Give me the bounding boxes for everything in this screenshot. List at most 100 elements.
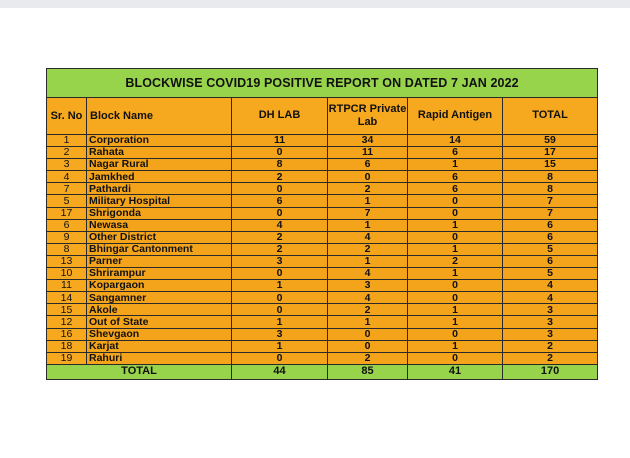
cell-rapid-antigen: 0 bbox=[407, 206, 503, 220]
cell-block-name: Out of State bbox=[86, 315, 232, 329]
cell-rapid-antigen: 1 bbox=[407, 242, 503, 256]
cell-rapid-antigen: 6 bbox=[407, 182, 503, 196]
cell-total: 3 bbox=[501, 327, 599, 341]
cell-total: 8 bbox=[501, 170, 599, 184]
cell-block-name: Bhingar Cantonment bbox=[86, 242, 232, 256]
cell-rtpcr: 34 bbox=[327, 133, 408, 148]
cell-rapid-antigen: 1 bbox=[407, 339, 503, 353]
cell-sr-no: 17 bbox=[46, 206, 87, 220]
cell-block-name: Rahata bbox=[86, 146, 232, 160]
cell-sr-no: 7 bbox=[46, 182, 87, 196]
cell-total: 3 bbox=[501, 315, 599, 329]
header-total: TOTAL bbox=[501, 97, 599, 135]
header-sr-no: Sr. No bbox=[46, 97, 87, 135]
cell-block-name: Newasa bbox=[86, 218, 232, 232]
table-row: 14 Sangamner 0 4 0 4 bbox=[46, 291, 599, 305]
cell-dh-lab: 0 bbox=[231, 206, 328, 220]
table-row: 19 Rahuri 0 2 0 2 bbox=[46, 351, 599, 365]
cell-sr-no: 5 bbox=[46, 194, 87, 208]
cell-dh-lab: 0 bbox=[231, 267, 328, 281]
cell-rapid-antigen: 0 bbox=[407, 230, 503, 244]
report-sheet: BLOCKWISE COVID19 POSITIVE REPORT ON DAT… bbox=[45, 68, 599, 380]
table-row: 15 Akole 0 2 1 3 bbox=[46, 303, 599, 317]
cell-rtpcr: 0 bbox=[327, 327, 408, 341]
table-row: 16 Shevgaon 3 0 0 3 bbox=[46, 327, 599, 341]
cell-rtpcr: 4 bbox=[327, 291, 408, 305]
cell-total: 8 bbox=[501, 182, 599, 196]
total-row: TOTAL 44 85 41 170 bbox=[46, 363, 599, 380]
header-row: Sr. No Block Name DH LAB RTPCR Private L… bbox=[46, 97, 599, 135]
cell-dh-lab: 1 bbox=[231, 339, 328, 353]
header-dh-lab: DH LAB bbox=[231, 97, 328, 135]
cell-rtpcr: 1 bbox=[327, 194, 408, 208]
cell-rtpcr: 1 bbox=[327, 315, 408, 329]
cell-sr-no: 11 bbox=[46, 279, 87, 293]
table-row: 8 Bhingar Cantonment 2 2 1 5 bbox=[46, 242, 599, 256]
cell-rapid-antigen: 0 bbox=[407, 279, 503, 293]
table-row: 11 Kopargaon 1 3 0 4 bbox=[46, 279, 599, 293]
cell-dh-lab: 3 bbox=[231, 327, 328, 341]
cell-total: 3 bbox=[501, 303, 599, 317]
cell-rapid-antigen: 14 bbox=[407, 133, 503, 148]
cell-total: 5 bbox=[501, 242, 599, 256]
cell-rtpcr: 2 bbox=[327, 242, 408, 256]
cell-block-name: Parner bbox=[86, 254, 232, 269]
cell-dh-lab: 2 bbox=[231, 230, 328, 244]
cell-block-name: Kopargaon bbox=[86, 279, 232, 293]
cell-dh-lab: 0 bbox=[231, 303, 328, 317]
cell-rtpcr: 4 bbox=[327, 267, 408, 281]
cell-rapid-antigen: 0 bbox=[407, 194, 503, 208]
cell-sr-no: 6 bbox=[46, 218, 87, 232]
cell-dh-lab: 1 bbox=[231, 315, 328, 329]
cell-rtpcr: 0 bbox=[327, 339, 408, 353]
cell-rapid-antigen: 0 bbox=[407, 351, 503, 365]
cell-block-name: Shrirampur bbox=[86, 267, 232, 281]
cell-dh-lab: 0 bbox=[231, 182, 328, 196]
header-rtpcr: RTPCR Private Lab bbox=[327, 97, 408, 135]
cell-total: 2 bbox=[501, 351, 599, 365]
covid-report-table: BLOCKWISE COVID19 POSITIVE REPORT ON DAT… bbox=[45, 68, 599, 380]
table-row: 18 Karjat 1 0 1 2 bbox=[46, 339, 599, 353]
cell-block-name: Sangamner bbox=[86, 291, 232, 305]
table-row: 2 Rahata 0 11 6 17 bbox=[46, 146, 599, 160]
cell-rapid-antigen: 0 bbox=[407, 291, 503, 305]
cell-rapid-antigen: 2 bbox=[407, 254, 503, 269]
cell-total: 7 bbox=[501, 206, 599, 220]
cell-total: 6 bbox=[501, 230, 599, 244]
cell-block-name: Rahuri bbox=[86, 351, 232, 365]
cell-rapid-antigen: 1 bbox=[407, 303, 503, 317]
cell-total: 6 bbox=[501, 218, 599, 232]
cell-rapid-antigen: 1 bbox=[407, 158, 503, 172]
cell-sr-no: 3 bbox=[46, 158, 87, 172]
cell-block-name: Shevgaon bbox=[86, 327, 232, 341]
cell-total: 7 bbox=[501, 194, 599, 208]
cell-dh-lab: 1 bbox=[231, 279, 328, 293]
cell-rapid-antigen: 0 bbox=[407, 327, 503, 341]
cell-sr-no: 16 bbox=[46, 327, 87, 341]
table-row: 10 Shrirampur 0 4 1 5 bbox=[46, 267, 599, 281]
cell-sr-no: 10 bbox=[46, 267, 87, 281]
header-block-name: Block Name bbox=[86, 97, 232, 135]
table-row: 9 Other District 2 4 0 6 bbox=[46, 230, 599, 244]
report-title: BLOCKWISE COVID19 POSITIVE REPORT ON DAT… bbox=[45, 68, 599, 98]
cell-dh-lab: 0 bbox=[231, 146, 328, 160]
cell-block-name: Corporation bbox=[86, 133, 232, 148]
table-row: 7 Pathardi 0 2 6 8 bbox=[46, 182, 599, 196]
cell-block-name: Karjat bbox=[86, 339, 232, 353]
cell-rtpcr: 11 bbox=[327, 146, 408, 160]
title-row: BLOCKWISE COVID19 POSITIVE REPORT ON DAT… bbox=[45, 68, 599, 98]
cell-rtpcr: 7 bbox=[327, 206, 408, 220]
cell-sr-no: 8 bbox=[46, 242, 87, 256]
cell-rapid-antigen: 1 bbox=[407, 218, 503, 232]
cell-block-name: Military Hospital bbox=[86, 194, 232, 208]
cell-rapid-antigen: 1 bbox=[407, 267, 503, 281]
table-row: 5 Military Hospital 6 1 0 7 bbox=[46, 194, 599, 208]
table-row: 6 Newasa 4 1 1 6 bbox=[46, 218, 599, 232]
cell-dh-lab: 3 bbox=[231, 254, 328, 269]
cell-sr-no: 18 bbox=[46, 339, 87, 353]
cell-sr-no: 1 bbox=[46, 133, 87, 148]
cell-rtpcr: 1 bbox=[327, 218, 408, 232]
cell-total: 59 bbox=[501, 133, 599, 148]
table-row: 3 Nagar Rural 8 6 1 15 bbox=[46, 158, 599, 172]
cell-block-name: Nagar Rural bbox=[86, 158, 232, 172]
